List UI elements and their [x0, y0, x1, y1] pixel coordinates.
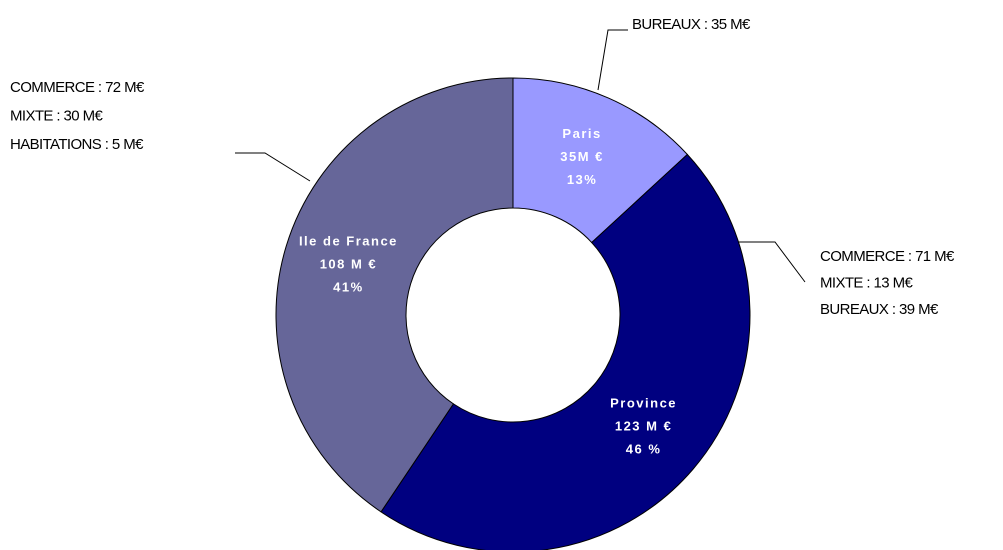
segment-value: 123 M €	[615, 418, 672, 433]
callout-text: MIXTE : 30 M€	[10, 107, 103, 124]
callout-text: HABITATIONS : 5 M€	[10, 136, 144, 153]
segment-name: Paris	[562, 126, 601, 141]
segment-percent: 13%	[567, 172, 598, 187]
donut-segment	[380, 153, 751, 550]
segment-name: Ile de France	[299, 233, 398, 248]
segment-value: 108 M €	[320, 256, 377, 271]
donut-segment	[275, 77, 514, 513]
segment-value: 35M €	[560, 149, 604, 164]
segment-percent: 46 %	[626, 441, 662, 456]
callout-text: BUREAUX : 35 M€	[632, 16, 751, 33]
callout-text: COMMERCE : 72 M€	[10, 79, 145, 96]
leader-line	[597, 29, 628, 91]
callout-text: MIXTE : 13 M€	[820, 274, 913, 291]
leader-line	[235, 152, 311, 182]
segment-name: Province	[610, 395, 677, 410]
segment-percent: 41%	[333, 279, 364, 294]
callout-text: COMMERCE : 71 M€	[820, 248, 955, 265]
leader-line	[733, 241, 806, 283]
donut-segment	[512, 77, 689, 244]
callout-text: BUREAUX : 39 M€	[820, 301, 939, 318]
